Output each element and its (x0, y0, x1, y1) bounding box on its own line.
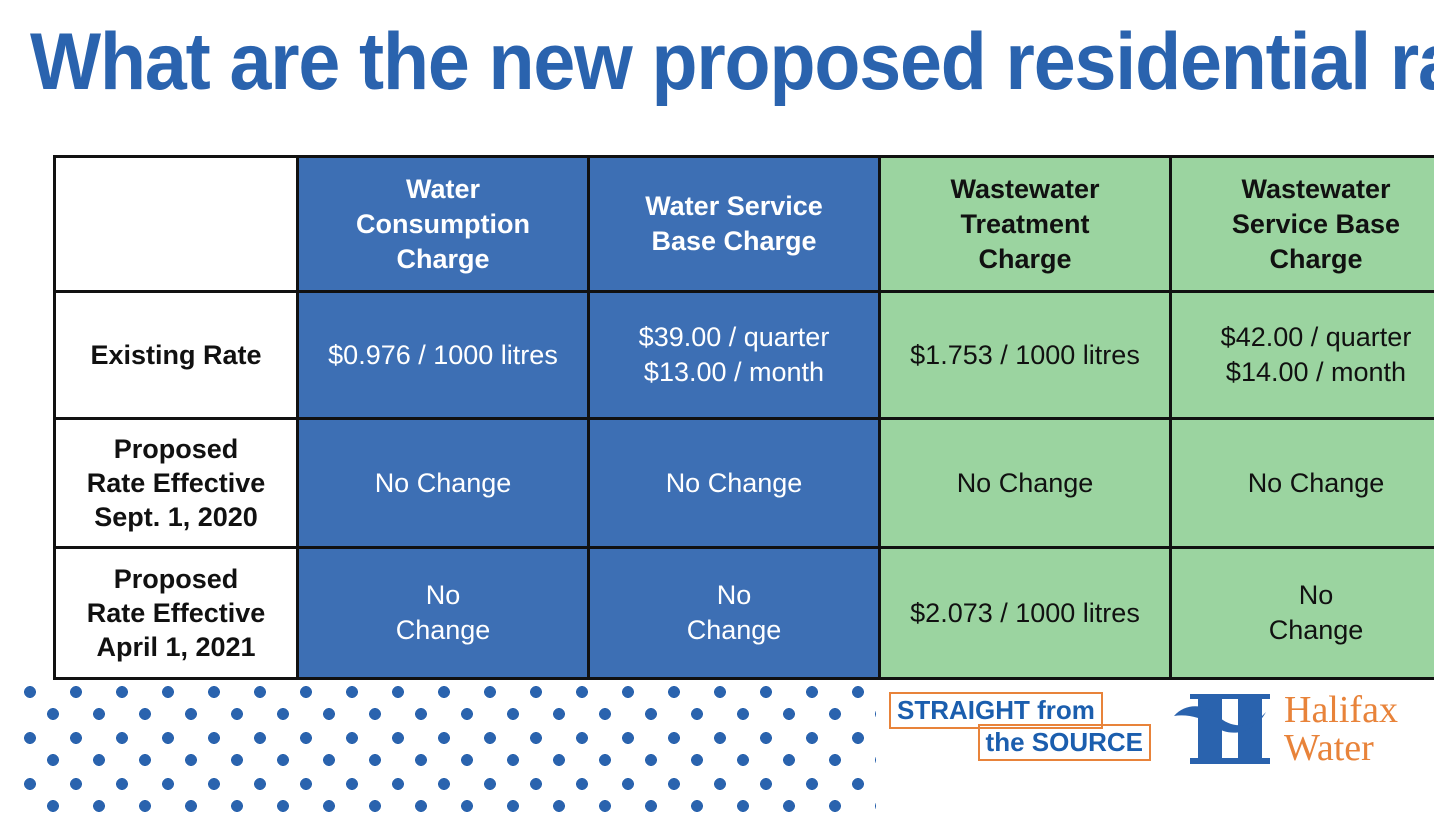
cell-2020-water-service-base: No Change (587, 417, 881, 549)
cell-2020-wastewater-service-base: No Change (1169, 417, 1434, 549)
row-label-existing-rate: Existing Rate (53, 290, 299, 420)
cell-line: $1.753 / 1000 litres (910, 339, 1140, 370)
cell-line: No Change (374, 467, 512, 498)
cell-line: $13.00 / month (643, 357, 825, 387)
page-title: What are the new proposed residential ra… (30, 17, 1434, 107)
dot-pattern-decoration (24, 686, 876, 824)
wordmark-line2: Water (1284, 727, 1374, 769)
row-label-line: Rate Effective (86, 598, 266, 628)
cell-line: Change (1268, 615, 1364, 645)
cell-2021-water-consumption: No Change (296, 546, 590, 680)
table-corner-cell (53, 155, 299, 293)
header-line: Water (405, 173, 480, 204)
row-label-line: Sept. 1, 2020 (94, 502, 258, 532)
residential-rates-table: Water Consumption Charge Water Service B… (53, 155, 1434, 680)
column-header-wastewater-service-base-charge: Wastewater Service Base Charge (1169, 155, 1434, 293)
campaign-logo-line1: STRAIGHT from (889, 692, 1103, 729)
halifax-water-wordmark: Halifax Water (1284, 691, 1398, 767)
row-label-line: Proposed (113, 564, 239, 594)
header-line: Service Base (1231, 208, 1401, 239)
cell-line: $0.976 / 1000 litres (328, 339, 558, 370)
header-line: Treatment (960, 208, 1090, 239)
table-header-row: Water Consumption Charge Water Service B… (53, 155, 1434, 293)
cell-line: Change (395, 615, 491, 645)
row-label-line: April 1, 2021 (96, 632, 256, 662)
cell-existing-water-service-base: $39.00 / quarter $13.00 / month (587, 290, 881, 420)
column-header-water-service-base-charge: Water Service Base Charge (587, 155, 881, 293)
cell-existing-wastewater-treatment: $1.753 / 1000 litres (878, 290, 1172, 420)
halifax-water-logo: Halifax Water (1172, 686, 1416, 770)
cell-line: No Change (665, 467, 803, 498)
row-label-line: Proposed (113, 434, 239, 464)
straight-from-the-source-logo: STRAIGHT from the SOURCE (889, 692, 1151, 764)
header-line: Wastewater (1241, 173, 1391, 204)
cell-line: $14.00 / month (1225, 357, 1407, 387)
cell-2020-wastewater-treatment: No Change (878, 417, 1172, 549)
campaign-logo-line2: the SOURCE (977, 724, 1151, 761)
cell-existing-wastewater-service-base: $42.00 / quarter $14.00 / month (1169, 290, 1434, 420)
cell-2021-water-service-base: No Change (587, 546, 881, 680)
table-row: Proposed Rate Effective Sept. 1, 2020 No… (53, 417, 1434, 549)
header-line: Charge (1269, 243, 1363, 274)
column-header-water-consumption-charge: Water Consumption Charge (296, 155, 590, 293)
cell-line: No (425, 580, 461, 610)
header-line: Consumption (356, 208, 530, 239)
table-row: Proposed Rate Effective April 1, 2021 No… (53, 546, 1434, 680)
wordmark-line1: Halifax (1284, 689, 1398, 731)
header-line: Water Service (645, 191, 823, 221)
halifax-water-h-monogram-icon (1174, 694, 1270, 764)
row-label-line: Existing Rate (90, 340, 262, 370)
cell-line: No Change (1247, 467, 1385, 498)
header-line: Base Charge (651, 226, 817, 256)
table-row: Existing Rate $0.976 / 1000 litres $39.0… (53, 290, 1434, 420)
row-label-proposed-2021: Proposed Rate Effective April 1, 2021 (53, 546, 299, 680)
cell-2020-water-consumption: No Change (296, 417, 590, 549)
cell-line: Change (686, 615, 782, 645)
header-line: Wastewater (950, 173, 1100, 204)
cell-line: No Change (956, 467, 1094, 498)
cell-2021-wastewater-treatment: $2.073 / 1000 litres (878, 546, 1172, 680)
cell-existing-water-consumption: $0.976 / 1000 litres (296, 290, 590, 420)
cell-line: $2.073 / 1000 litres (910, 597, 1140, 628)
row-label-line: Rate Effective (86, 468, 266, 498)
cell-line: $39.00 / quarter (638, 322, 830, 352)
header-line: Charge (396, 243, 490, 274)
cell-line: No (1298, 580, 1334, 610)
cell-line: No (716, 580, 752, 610)
cell-line: $42.00 / quarter (1220, 322, 1412, 352)
row-label-proposed-2020: Proposed Rate Effective Sept. 1, 2020 (53, 417, 299, 549)
cell-2021-wastewater-service-base: No Change (1169, 546, 1434, 680)
header-line: Charge (978, 243, 1072, 274)
column-header-wastewater-treatment-charge: Wastewater Treatment Charge (878, 155, 1172, 293)
